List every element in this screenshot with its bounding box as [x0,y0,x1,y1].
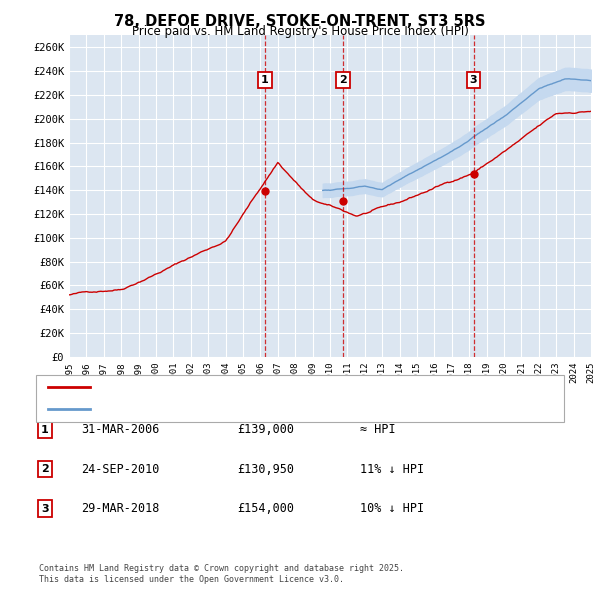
Text: Contains HM Land Registry data © Crown copyright and database right 2025.: Contains HM Land Registry data © Crown c… [39,565,404,573]
Text: 1: 1 [261,75,269,85]
Text: 24-SEP-2010: 24-SEP-2010 [81,463,160,476]
Text: 3: 3 [470,75,478,85]
Text: 29-MAR-2018: 29-MAR-2018 [81,502,160,515]
Text: 78, DEFOE DRIVE, STOKE-ON-TRENT, ST3 5RS (detached house): 78, DEFOE DRIVE, STOKE-ON-TRENT, ST3 5RS… [96,382,452,392]
Text: 2: 2 [41,464,49,474]
Text: 31-MAR-2006: 31-MAR-2006 [81,423,160,436]
Text: £139,000: £139,000 [237,423,294,436]
Text: £130,950: £130,950 [237,463,294,476]
Text: 11% ↓ HPI: 11% ↓ HPI [360,463,424,476]
Text: 2: 2 [339,75,347,85]
Text: £154,000: £154,000 [237,502,294,515]
Text: 1: 1 [41,425,49,434]
Text: ≈ HPI: ≈ HPI [360,423,395,436]
Text: Price paid vs. HM Land Registry's House Price Index (HPI): Price paid vs. HM Land Registry's House … [131,25,469,38]
Text: 10% ↓ HPI: 10% ↓ HPI [360,502,424,515]
Text: 3: 3 [41,504,49,513]
Text: This data is licensed under the Open Government Licence v3.0.: This data is licensed under the Open Gov… [39,575,344,584]
Text: 78, DEFOE DRIVE, STOKE-ON-TRENT, ST3 5RS: 78, DEFOE DRIVE, STOKE-ON-TRENT, ST3 5RS [114,14,486,28]
Text: HPI: Average price, detached house, Stoke-on-Trent: HPI: Average price, detached house, Stok… [96,404,409,414]
